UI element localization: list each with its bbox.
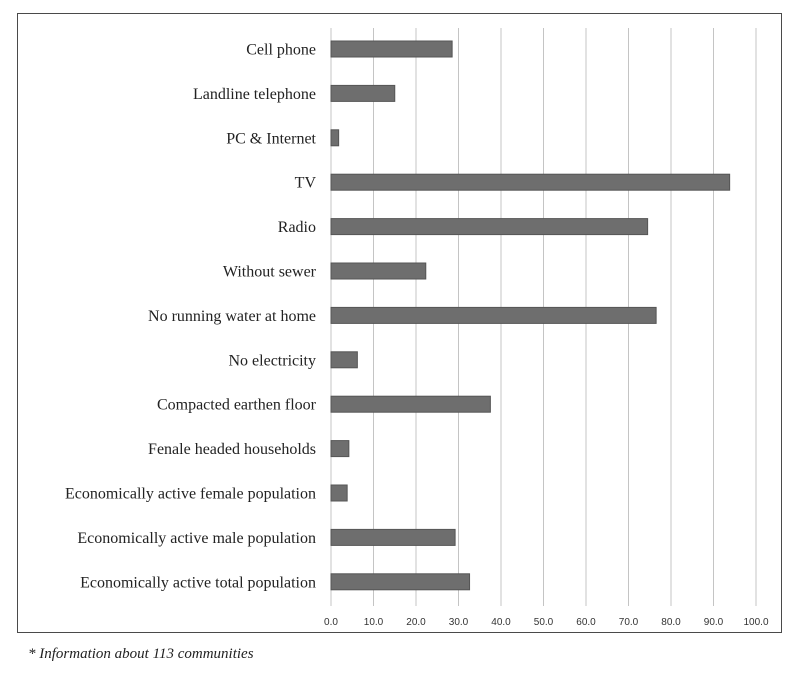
category-label: No electricity: [228, 352, 316, 369]
category-label: Economically active male population: [77, 530, 316, 547]
bar: [330, 218, 649, 236]
category-label: Compacted earthen floor: [157, 397, 317, 414]
chart-frame: [17, 13, 782, 633]
bar: [330, 173, 731, 191]
x-tick-label: 100.0: [743, 617, 768, 628]
bar: [330, 395, 491, 413]
bar: [330, 262, 427, 280]
category-label: Without sewer: [223, 264, 317, 281]
x-tick-label: 60.0: [576, 617, 596, 628]
bar: [330, 84, 396, 102]
category-label: Cell phone: [246, 42, 316, 59]
x-tick-label: 30.0: [449, 617, 469, 628]
category-label: Fenale headed households: [148, 441, 316, 458]
category-label: Economically active female population: [65, 486, 316, 503]
x-tick-label: 40.0: [491, 617, 511, 628]
category-label: Landline telephone: [193, 86, 316, 103]
bar: [330, 484, 348, 502]
category-label: TV: [295, 175, 317, 192]
bar: [330, 440, 350, 458]
x-tick-label: 50.0: [534, 617, 554, 628]
category-labels: Cell phone Landline telephone PC & Interne…: [65, 42, 317, 592]
bar: [330, 40, 453, 58]
x-tick-label: 0.0: [324, 617, 338, 628]
category-label: No running water at home: [148, 308, 316, 325]
x-tick-label: 70.0: [619, 617, 639, 628]
footnote: * Information about 113 communities: [28, 646, 254, 662]
bar: [330, 528, 456, 546]
bar: [330, 306, 657, 324]
x-tick-label: 80.0: [661, 617, 681, 628]
gridlines: [330, 28, 757, 606]
bar: [330, 129, 340, 147]
x-tick-label: 10.0: [364, 617, 384, 628]
bar: [330, 573, 471, 591]
x-tick-labels: 0.0 10.0 20.0 30.0 40.0 50.0 60.0 70.0 80.0 90.0 1…: [324, 617, 769, 628]
category-label: Radio: [278, 219, 316, 236]
bar: [330, 351, 358, 369]
x-tick-label: 20.0: [406, 617, 426, 628]
category-label: PC & Internet: [226, 130, 316, 147]
bar-chart: Cell phone Landline telephone PC & Interne…: [65, 28, 769, 628]
category-label: Economically active total population: [80, 574, 316, 591]
bars: [330, 40, 731, 591]
x-tick-label: 90.0: [704, 617, 724, 628]
